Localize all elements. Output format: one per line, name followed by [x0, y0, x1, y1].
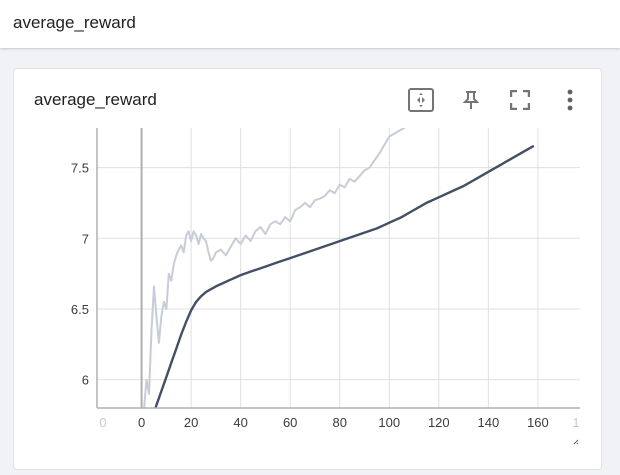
- page-title: average_reward: [13, 13, 136, 32]
- y-tick-label: 7: [82, 231, 89, 246]
- x-tick-label: 1: [572, 415, 579, 430]
- y-tick-label: 7.5: [71, 161, 89, 176]
- chart-card: average_reward: [13, 68, 602, 470]
- fit-domain-button[interactable]: [406, 85, 436, 115]
- y-tick-label: 6: [82, 373, 89, 388]
- pin-button[interactable]: [456, 85, 486, 115]
- x-tick-label: 20: [184, 415, 198, 430]
- fit-domain-icon: [408, 88, 434, 112]
- card-title: average_reward: [34, 90, 157, 109]
- x-tick-label: 120: [428, 415, 450, 430]
- x-tick-label: 140: [478, 415, 500, 430]
- x-tick-label: 40: [233, 415, 247, 430]
- raw-series-line: [143, 128, 407, 408]
- smoothed-series-line: [154, 145, 535, 408]
- top-bar: average_reward: [0, 0, 620, 48]
- resize-handle-icon[interactable]: [573, 439, 579, 445]
- more-options-button[interactable]: [555, 85, 585, 115]
- fullscreen-icon: [510, 90, 530, 110]
- fullscreen-button[interactable]: [505, 85, 535, 115]
- x-tick-label: 100: [378, 415, 400, 430]
- x-tick-label: 60: [283, 415, 297, 430]
- more-vert-icon: [567, 89, 573, 111]
- x-tick-label: 80: [333, 415, 347, 430]
- x-tick-label: 160: [527, 415, 549, 430]
- x-tick-label: 0: [138, 415, 145, 430]
- pin-icon: [463, 91, 479, 109]
- x-tick-label: 0: [99, 415, 106, 430]
- y-tick-label: 6.5: [71, 302, 89, 317]
